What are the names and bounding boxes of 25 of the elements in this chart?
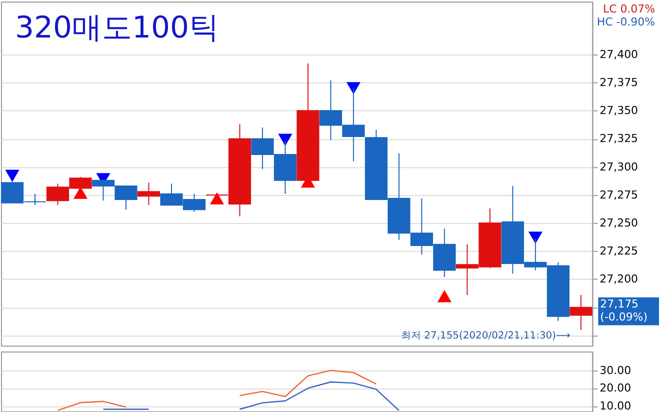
y-tick-label: 27,375 bbox=[600, 76, 638, 90]
candlestick bbox=[137, 182, 160, 206]
y-tick-label: 10.00 bbox=[600, 400, 632, 412]
text: HC -0.90% bbox=[596, 16, 656, 29]
point bbox=[528, 232, 542, 244]
y-tick-label: 30.00 bbox=[600, 364, 632, 377]
point bbox=[346, 82, 361, 94]
point bbox=[278, 134, 292, 146]
y-tick-label: 27,200 bbox=[600, 272, 638, 286]
point bbox=[73, 186, 88, 199]
y-tick-label: 20.00 bbox=[600, 382, 632, 395]
y-tick-label: 27,225 bbox=[600, 244, 638, 258]
point bbox=[210, 192, 224, 204]
y-tick-label: 27,300 bbox=[600, 160, 638, 174]
y-tick-label: 27,250 bbox=[600, 216, 638, 230]
text: 27,175 (-0.09%) bbox=[600, 297, 648, 324]
text: LC 0.07% bbox=[602, 2, 656, 16]
annotation: 최저 27,155(2020/02/21,11:30)⟶ bbox=[401, 330, 570, 342]
y-tick-label: 27,275 bbox=[600, 188, 638, 202]
y-tick-label: 27,325 bbox=[600, 132, 638, 146]
y-tick-label: 27,350 bbox=[600, 104, 638, 118]
chart-title: 320매도100틱 bbox=[14, 10, 220, 46]
point bbox=[5, 170, 20, 182]
point bbox=[437, 290, 452, 302]
y-tick-label: 27,400 bbox=[600, 48, 638, 61]
